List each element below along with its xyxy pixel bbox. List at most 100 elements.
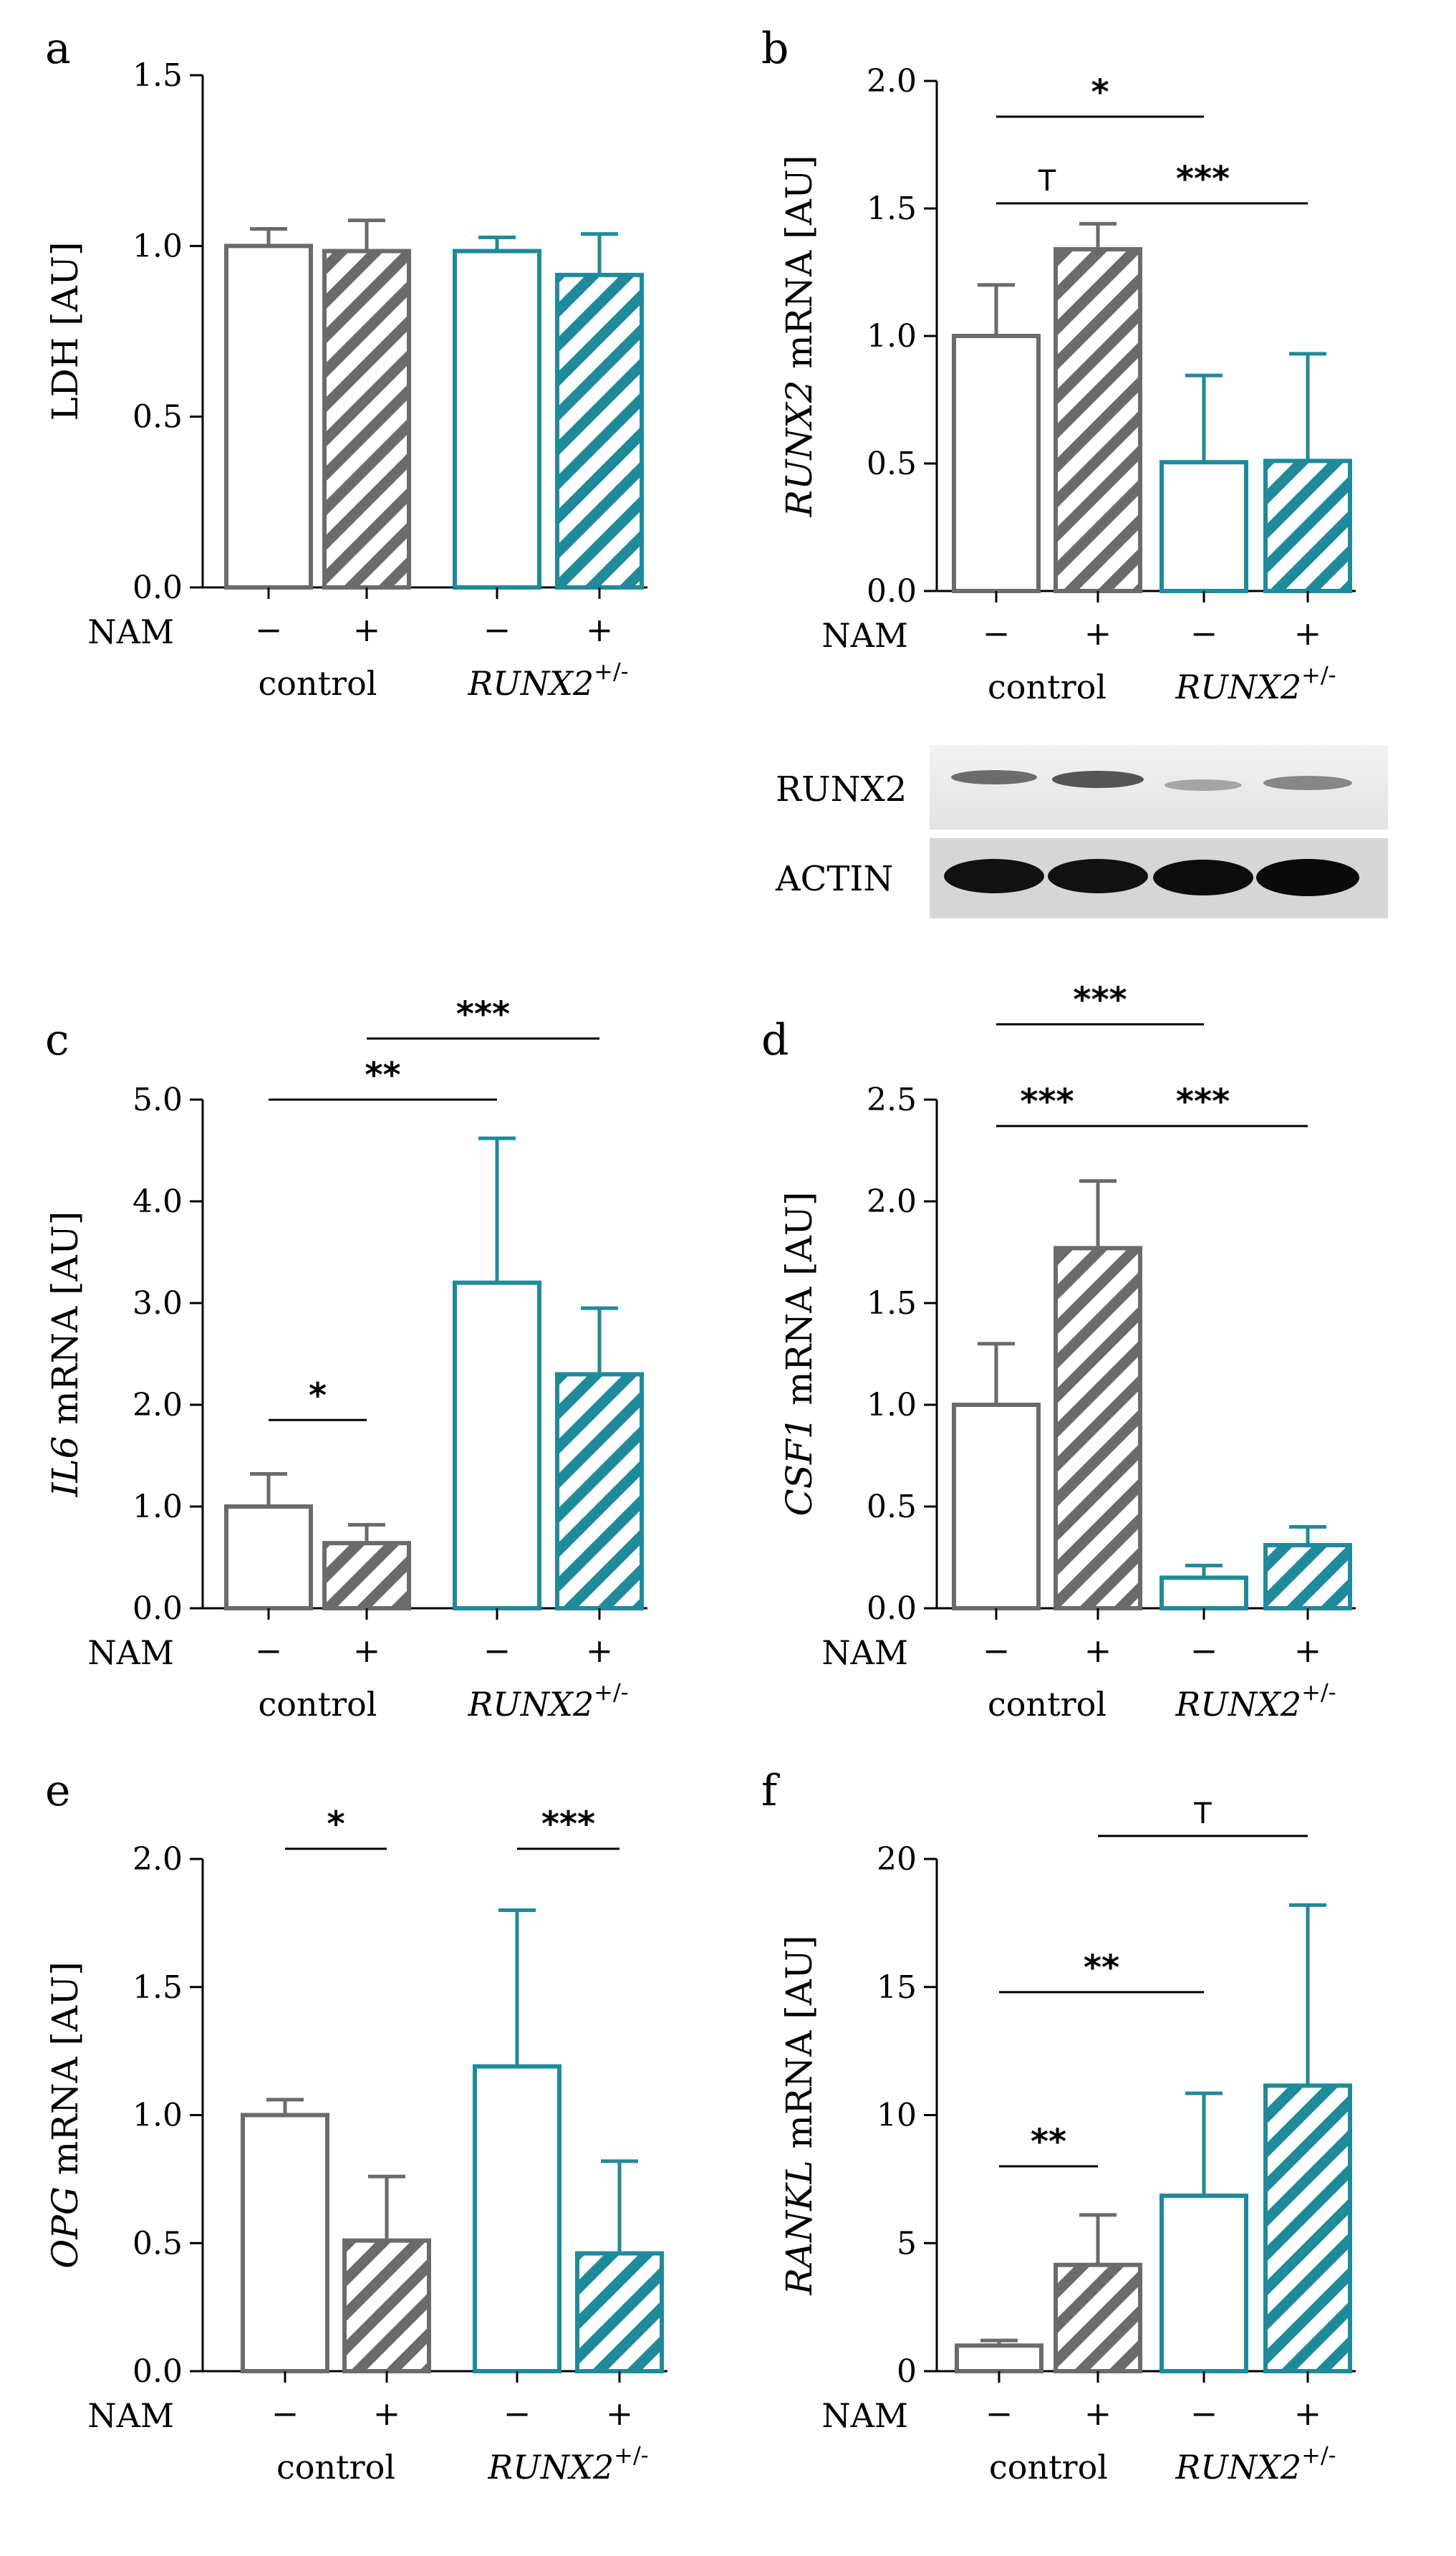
y-tick-label: 1.0 xyxy=(867,318,917,355)
significance-label: ** xyxy=(1084,1948,1119,1988)
y-axis-label-unit: mRNA [AU] xyxy=(778,1935,820,2160)
nam-sign: − xyxy=(503,2394,531,2433)
nam-sign: − xyxy=(271,2394,299,2433)
nam-sign: + xyxy=(373,2394,401,2433)
y-tick-label: 3.0 xyxy=(132,1285,183,1322)
group-label-runx2-genotype: +/- xyxy=(614,2441,648,2469)
blot-band-actin-4 xyxy=(1256,859,1359,896)
y-tick-label: 2.5 xyxy=(867,1082,917,1118)
bar-1 xyxy=(955,2343,1043,2373)
y-tick-label: 5 xyxy=(897,2225,917,2262)
y-tick-label: 0.5 xyxy=(867,1489,917,1525)
nam-sign: + xyxy=(1294,1631,1322,1670)
blot-label-actin: ACTIN xyxy=(775,859,893,899)
nam-label: NAM xyxy=(87,612,174,651)
significance-label: *** xyxy=(1073,980,1127,1020)
group-label-control: control xyxy=(989,2448,1108,2487)
group-label-control: control xyxy=(988,668,1107,706)
bar-4 xyxy=(575,2251,664,2374)
y-tick-label: 1.0 xyxy=(132,1489,183,1525)
group-label-runx2: RUNX2+/- xyxy=(487,2441,648,2487)
significance-label: *** xyxy=(541,1805,595,1845)
bar-2 xyxy=(1054,1246,1142,1610)
bar-4 xyxy=(1263,1542,1352,1610)
bar-4 xyxy=(1263,2083,1352,2373)
significance-label: * xyxy=(1091,72,1109,112)
nam-sign: − xyxy=(483,610,511,649)
bar-3 xyxy=(473,2064,561,2373)
significance-label: ** xyxy=(365,1055,400,1095)
nam-sign: + xyxy=(1084,2394,1112,2433)
nam-sign: − xyxy=(983,1631,1011,1670)
panel-letter-d: d xyxy=(761,1015,789,1065)
nam-sign: − xyxy=(255,1631,283,1670)
y-tick-label: 4.0 xyxy=(132,1183,183,1220)
nam-sign: − xyxy=(985,2394,1013,2433)
blot-band-runx2-4 xyxy=(1263,776,1352,790)
y-tick-label: 0 xyxy=(897,2353,917,2390)
group-label-control: control xyxy=(259,1685,377,1724)
y-tick-label: 0.5 xyxy=(132,399,183,436)
nam-sign: − xyxy=(483,1631,511,1670)
bar-3 xyxy=(1160,1575,1248,1610)
group-label-control: control xyxy=(988,1685,1107,1724)
y-tick-label: 2.0 xyxy=(132,1841,183,1878)
y-tick-label: 2.0 xyxy=(132,1387,183,1423)
y-tick-label: 0.0 xyxy=(132,2353,183,2390)
group-label-runx2-genotype: +/- xyxy=(1301,661,1336,688)
y-tick-label: 20 xyxy=(877,1841,917,1878)
y-axis-label-unit: mRNA [AU] xyxy=(44,1961,86,2186)
y-axis-label: RANKL mRNA [AU] xyxy=(778,1935,820,2295)
y-tick-label: 15 xyxy=(877,1969,917,2006)
blot-band-runx2-2 xyxy=(1052,771,1144,788)
bar-3 xyxy=(453,249,541,590)
y-axis-label-unit: LDH [AU] xyxy=(44,241,86,421)
nam-label: NAM xyxy=(821,1633,908,1672)
nam-sign: + xyxy=(586,610,614,649)
significance-label: T xyxy=(1038,165,1056,198)
bar-3 xyxy=(453,1280,541,1610)
nam-sign: − xyxy=(1190,614,1218,653)
y-tick-label: 0.5 xyxy=(132,2225,183,2262)
group-label-runx2-gene: RUNX2 xyxy=(487,2448,614,2487)
bar-2 xyxy=(1054,2262,1142,2373)
y-tick-label: 5.0 xyxy=(132,1082,183,1118)
y-tick-label: 1.0 xyxy=(132,2098,183,2134)
bar-1 xyxy=(224,244,313,590)
group-label-runx2-genotype: +/- xyxy=(594,1678,628,1706)
group-label-runx2-gene: RUNX2 xyxy=(1175,1685,1301,1724)
y-tick-label: 0.5 xyxy=(867,446,917,482)
group-label-control: control xyxy=(259,664,377,703)
bar-3 xyxy=(1160,460,1248,593)
panel-a: a 0.0 0.5 1.0 1.5 LDH [AU] − + − + NAM control RUNX2… xyxy=(44,24,647,703)
panel-f: f 0 5 10 15 20 RANKL mRNA [AU] − + − + NAM control RU… xyxy=(761,1766,1356,2487)
y-tick-label: 1.5 xyxy=(132,1969,183,2006)
bar-2 xyxy=(322,249,411,590)
bar-4 xyxy=(1263,458,1352,593)
y-tick-label: 1.0 xyxy=(867,1387,917,1423)
blot-band-actin-1 xyxy=(944,859,1044,893)
nam-sign: − xyxy=(255,610,283,649)
y-axis-label-unit: mRNA [AU] xyxy=(778,155,820,380)
y-tick-label: 2.0 xyxy=(867,63,917,100)
nam-sign: + xyxy=(1294,2394,1322,2433)
group-label-runx2-gene: RUNX2 xyxy=(467,1685,594,1724)
bar-2 xyxy=(1054,246,1142,593)
y-tick-label: 0.0 xyxy=(132,570,183,606)
y-tick-label: 1.5 xyxy=(867,191,917,227)
y-tick-label: 1.0 xyxy=(132,228,183,264)
nam-sign: − xyxy=(1190,1631,1218,1670)
y-tick-label: 0.0 xyxy=(867,573,917,610)
bar-4 xyxy=(555,1372,644,1611)
y-axis-label-unit: mRNA [AU] xyxy=(44,1211,86,1436)
bar-2 xyxy=(322,1541,411,1611)
panel-e: e 0.0 0.5 1.0 1.5 2.0 OPG mRNA [AU] − + − + NAM cont… xyxy=(44,1766,667,2487)
significance-label: *** xyxy=(1176,159,1230,199)
group-label-control: control xyxy=(276,2448,395,2487)
significance-label: * xyxy=(309,1375,327,1416)
y-axis-label: OPG mRNA [AU] xyxy=(44,1961,86,2269)
y-axis-label-gene: CSF1 xyxy=(778,1416,820,1516)
y-axis-label-unit: mRNA [AU] xyxy=(778,1192,820,1417)
nam-sign: + xyxy=(1294,614,1322,653)
